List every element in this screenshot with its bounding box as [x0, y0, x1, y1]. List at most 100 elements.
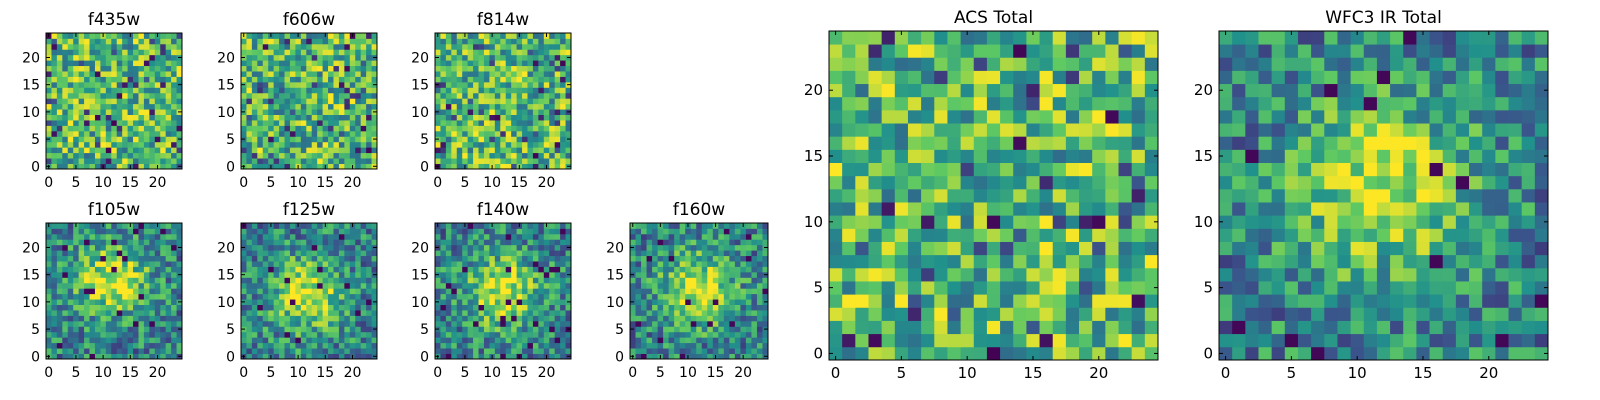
heatmap-cell: [56, 33, 63, 39]
heatmap-cell: [451, 304, 458, 311]
heatmap-cell: [451, 223, 458, 229]
heatmap-cell: [105, 163, 112, 170]
heatmap-cell: [67, 255, 74, 262]
heatmap-cell: [445, 130, 452, 137]
heatmap-cell: [344, 326, 351, 333]
heatmap-cell: [360, 109, 367, 115]
heatmap-cell: [360, 76, 367, 83]
heatmap-cell: [67, 130, 74, 137]
heatmap-cell: [311, 163, 318, 170]
heatmap-cell: [855, 241, 869, 256]
heatmap-cell: [328, 81, 334, 88]
y-tick-label: 10: [217, 295, 235, 311]
heatmap-cell: [473, 158, 479, 164]
heatmap-cell: [467, 136, 474, 143]
x-tick-label: 0: [239, 365, 248, 381]
heatmap-cell: [251, 103, 258, 110]
heatmap-cell: [105, 304, 112, 311]
heatmap-cell: [440, 109, 447, 115]
heatmap-cell: [262, 65, 269, 72]
heatmap-cell: [138, 98, 145, 105]
heatmap-cell: [349, 43, 356, 50]
heatmap-cell: [160, 87, 167, 94]
heatmap-cell: [973, 149, 988, 163]
heatmap-cell: [171, 120, 177, 126]
heatmap-cell: [89, 353, 96, 360]
heatmap-cell: [532, 163, 539, 170]
heatmap-cell: [46, 60, 52, 67]
heatmap-cell: [435, 337, 441, 344]
heatmap-cell: [306, 233, 313, 240]
heatmap-cell: [565, 120, 572, 126]
heatmap-cell: [505, 33, 512, 39]
heatmap-cell: [333, 33, 340, 39]
heatmap-cell: [100, 60, 107, 67]
heatmap-cell: [143, 326, 150, 333]
heatmap-cell: [635, 315, 642, 322]
heatmap-cell: [84, 331, 90, 338]
heatmap-cell: [522, 244, 528, 251]
heatmap-cell: [685, 228, 692, 235]
heatmap-cell: [1065, 333, 1080, 348]
heatmap-cell: [522, 38, 528, 45]
heatmap-cell: [712, 315, 719, 322]
heatmap-cell: [456, 320, 463, 327]
heatmap-cell: [268, 49, 275, 56]
heatmap-cell: [273, 114, 280, 121]
heatmap-cell: [734, 331, 741, 338]
heatmap-cell: [349, 266, 356, 273]
heatmap-cell: [532, 353, 539, 360]
heatmap-cell: [143, 288, 150, 295]
heatmap-cell: [986, 307, 1001, 321]
heatmap-cell: [322, 158, 329, 164]
heatmap-cell: [344, 233, 351, 240]
heatmap-cell: [67, 320, 74, 327]
heatmap-cell: [306, 228, 313, 235]
heatmap-cell: [646, 304, 653, 311]
heatmap-cell: [116, 353, 123, 360]
heatmap-cell: [1039, 267, 1054, 282]
heatmap-cell: [483, 147, 490, 154]
heatmap-cell: [262, 244, 269, 251]
heatmap-cell: [279, 228, 285, 235]
heatmap-cell: [538, 141, 545, 148]
heatmap-cell: [478, 49, 485, 56]
heatmap-cell: [300, 337, 307, 344]
heatmap-cell: [344, 109, 351, 115]
heatmap-cell: [696, 304, 703, 311]
heatmap-cell: [740, 261, 747, 267]
heatmap-cell: [947, 254, 961, 269]
heatmap-cell: [111, 282, 118, 289]
heatmap-cell: [262, 337, 269, 344]
heatmap-cell: [456, 103, 463, 110]
heatmap-cell: [300, 38, 307, 45]
heatmap-cell: [483, 38, 490, 45]
heatmap-cell: [462, 60, 469, 67]
heatmap-cell: [89, 98, 96, 105]
heatmap-cell: [143, 49, 150, 56]
heatmap-cell: [171, 293, 177, 300]
heatmap-cell: [133, 342, 139, 349]
heatmap-cell: [73, 310, 80, 316]
heatmap-cell: [355, 103, 362, 110]
heatmap-cell: [116, 76, 123, 83]
heatmap-cell: [268, 282, 275, 289]
heatmap-cell: [344, 228, 351, 235]
heatmap-cell: [67, 60, 74, 67]
heatmap-cell: [500, 337, 507, 344]
heatmap-cell: [138, 33, 145, 39]
heatmap-cell: [127, 293, 134, 300]
heatmap-cell: [133, 49, 139, 56]
heatmap-cell: [262, 310, 269, 316]
heatmap-cell: [78, 71, 85, 77]
heatmap-cell: [652, 331, 658, 338]
heatmap-cell: [262, 326, 269, 333]
heatmap-cell: [445, 304, 452, 311]
heatmap-cell: [143, 130, 150, 137]
heatmap-cell: [154, 109, 161, 115]
heatmap-cell: [549, 250, 556, 257]
heatmap-cell: [176, 125, 183, 132]
heatmap-cell: [522, 342, 528, 349]
heatmap-cell: [289, 277, 296, 284]
heatmap-cell: [565, 337, 572, 344]
